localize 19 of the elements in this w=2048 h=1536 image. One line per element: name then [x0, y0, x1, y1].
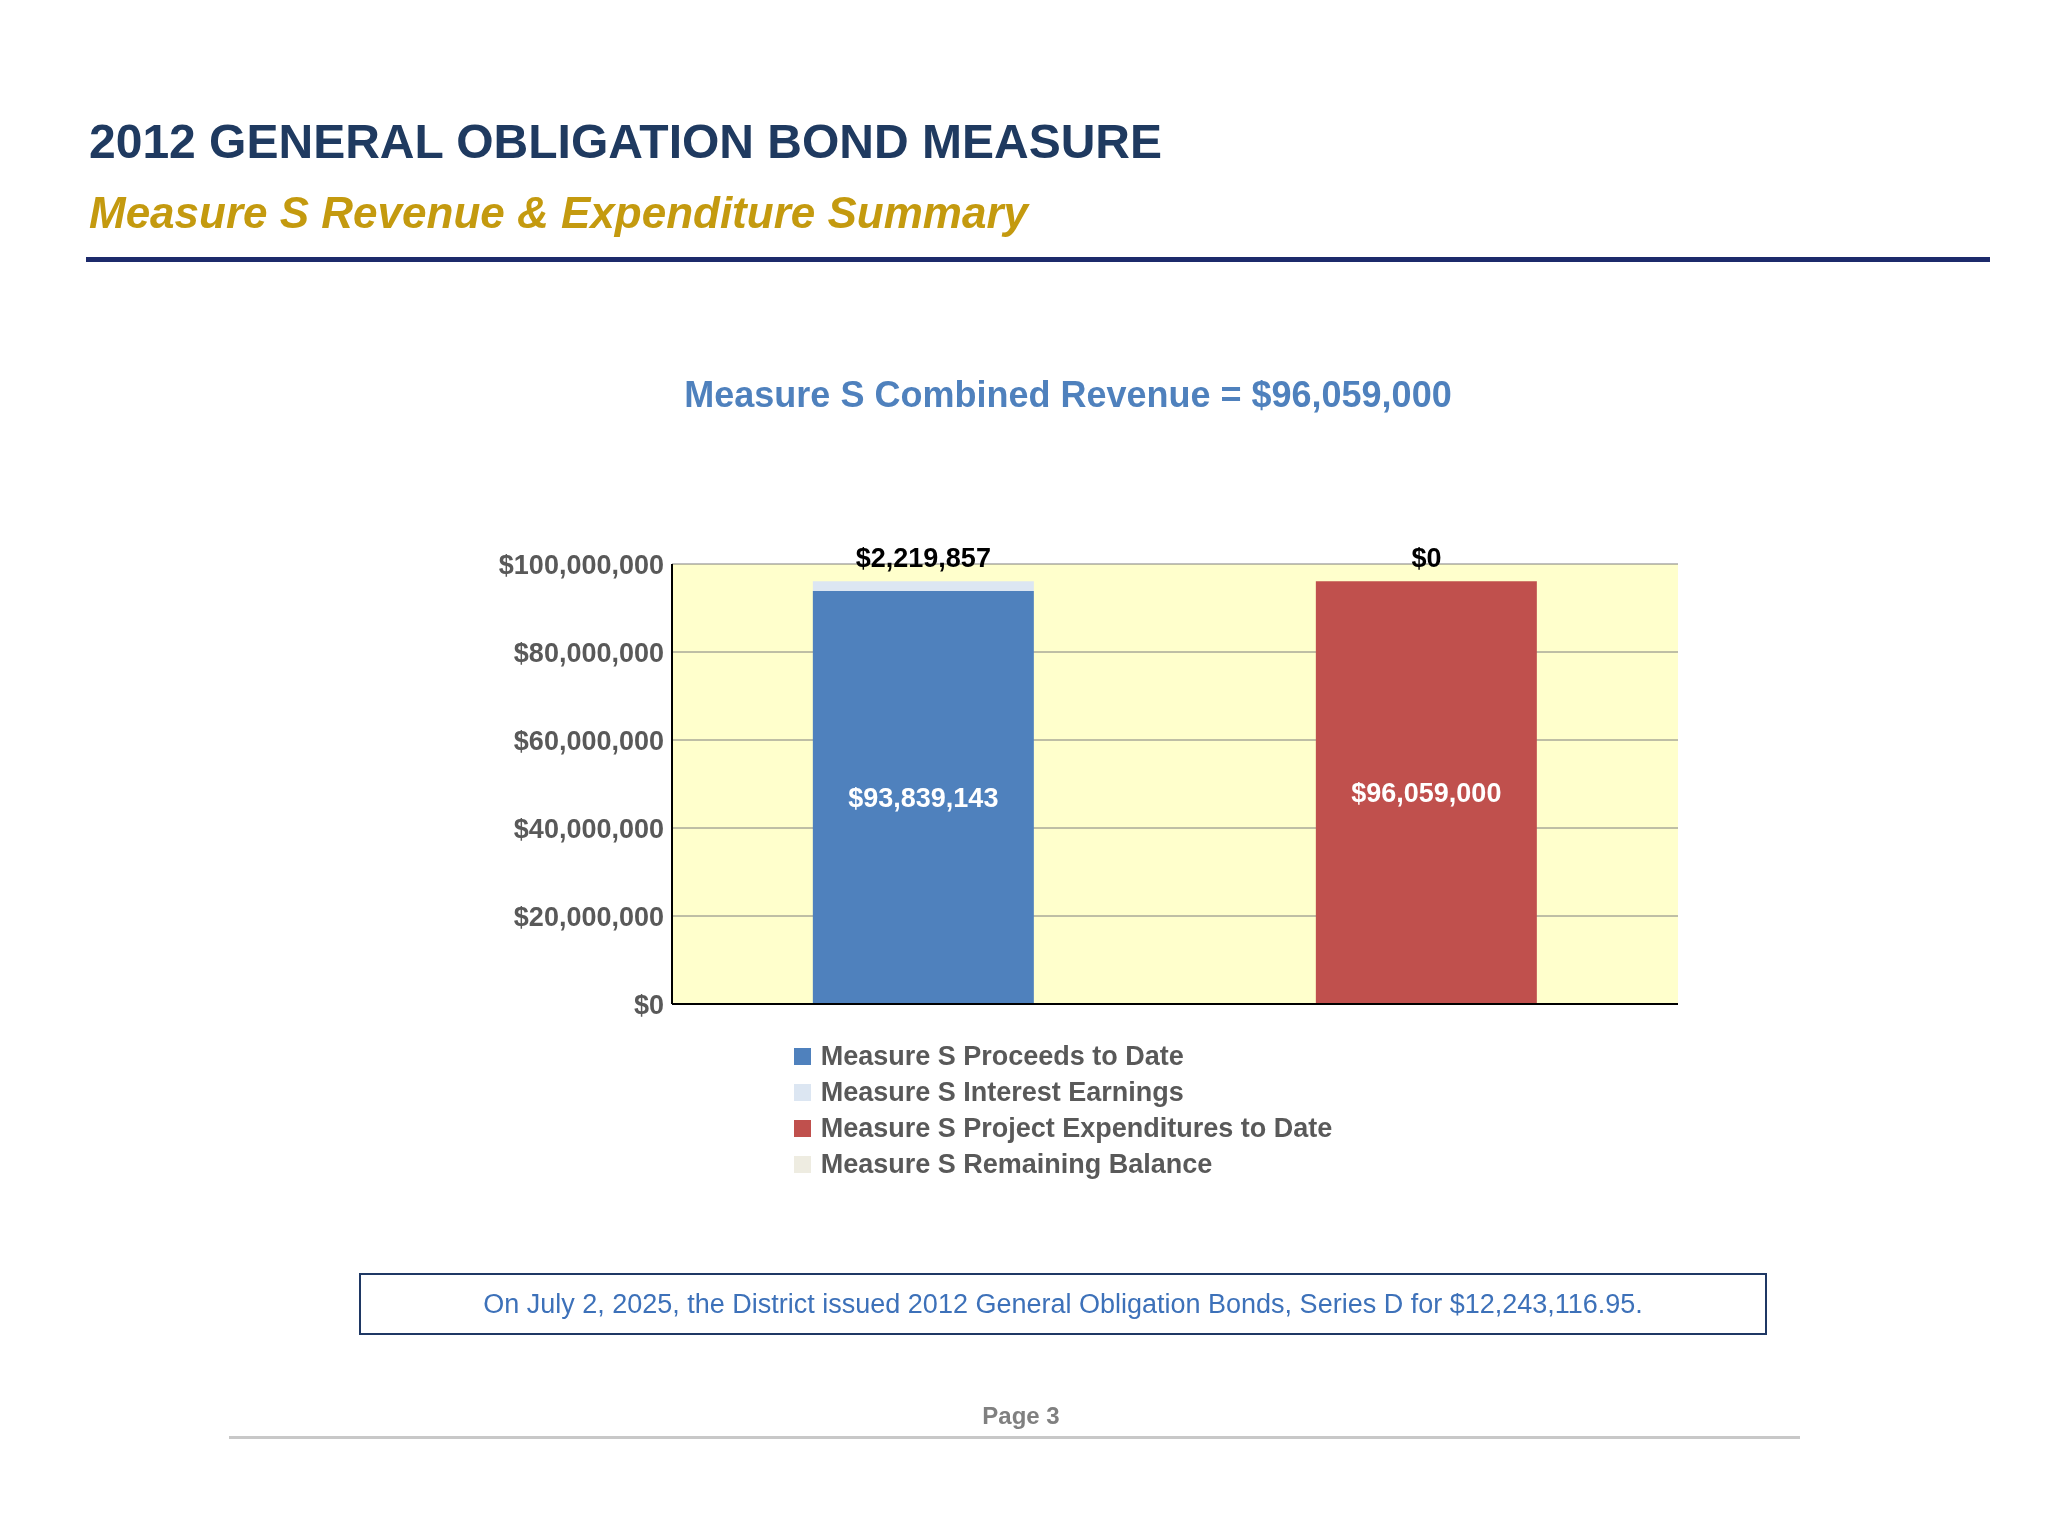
chart-title: 2012 GENERAL OBLIGATION BOND MEASURE	[89, 115, 1163, 168]
chart-subtitle: Measure S Revenue & Expenditure Summary	[89, 188, 1028, 237]
legend-label: Measure S Project Expenditures to Date	[820, 1113, 1333, 1143]
y-tick-label: $0	[633, 989, 664, 1020]
legend-label: Measure S Proceeds to Date	[820, 1041, 1184, 1071]
data-label: $96,059,000	[1351, 777, 1502, 808]
legend-label: Measure S Interest Earnings	[820, 1077, 1184, 1107]
text: On July 2, 2025, the District issued 2012 General Obligation Bonds, Series D for $12,243,116.95.	[483, 1288, 1643, 1320]
y-tick-label: $100,000,000	[498, 549, 664, 580]
y-tick-label: $80,000,000	[513, 637, 664, 668]
y-tick-label: $40,000,000	[513, 813, 664, 844]
data-label: $93,839,143	[848, 782, 999, 813]
y-tick-label: $20,000,000	[513, 901, 664, 932]
y-tick-label: $60,000,000	[513, 725, 664, 756]
text: Measure S Combined Revenue = $96,059,000	[684, 374, 1452, 415]
data-label: $2,219,857	[855, 543, 991, 574]
text: Page 3	[982, 1402, 1060, 1429]
data-label: $0	[1411, 543, 1442, 574]
legend-label: Measure S Remaining Balance	[820, 1149, 1213, 1179]
